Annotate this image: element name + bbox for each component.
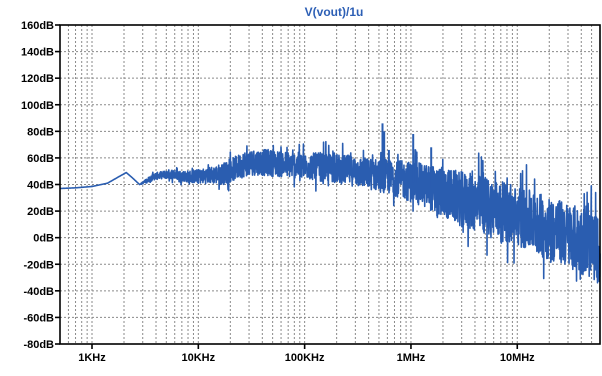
x-tick-label: 100KHz bbox=[285, 352, 325, 364]
y-tick-label: 80dB bbox=[27, 126, 54, 138]
y-tick-label: -20dB bbox=[23, 259, 54, 271]
x-tick-label: 10MHz bbox=[500, 352, 535, 364]
x-tick-label: 1MHz bbox=[397, 352, 426, 364]
y-tick-label: 60dB bbox=[27, 153, 54, 165]
y-tick-label: 160dB bbox=[21, 20, 54, 32]
y-tick-label: 20dB bbox=[27, 206, 54, 218]
trace-layer bbox=[59, 123, 601, 284]
y-tick-label: -40dB bbox=[23, 286, 54, 298]
chart-title: V(vout)/1u bbox=[305, 5, 364, 19]
y-tick-label: 100dB bbox=[21, 100, 54, 112]
series-line-vout bbox=[59, 140, 601, 284]
label-layer: 160dB 140dB 120dB 100dB 80dB 60dB 40dB 20dB 0dB -… bbox=[21, 20, 535, 364]
x-tick-label: 10KHz bbox=[182, 352, 216, 364]
y-tick-label: 40dB bbox=[27, 180, 54, 192]
y-tick-label: -60dB bbox=[23, 312, 54, 324]
y-tick-label: 120dB bbox=[21, 73, 54, 85]
x-tick-label: 1KHz bbox=[78, 352, 106, 364]
tick-layer bbox=[55, 24, 519, 349]
y-tick-label: 140dB bbox=[21, 47, 54, 59]
y-tick-label: -80dB bbox=[23, 339, 54, 351]
y-tick-label: 0dB bbox=[33, 233, 54, 245]
